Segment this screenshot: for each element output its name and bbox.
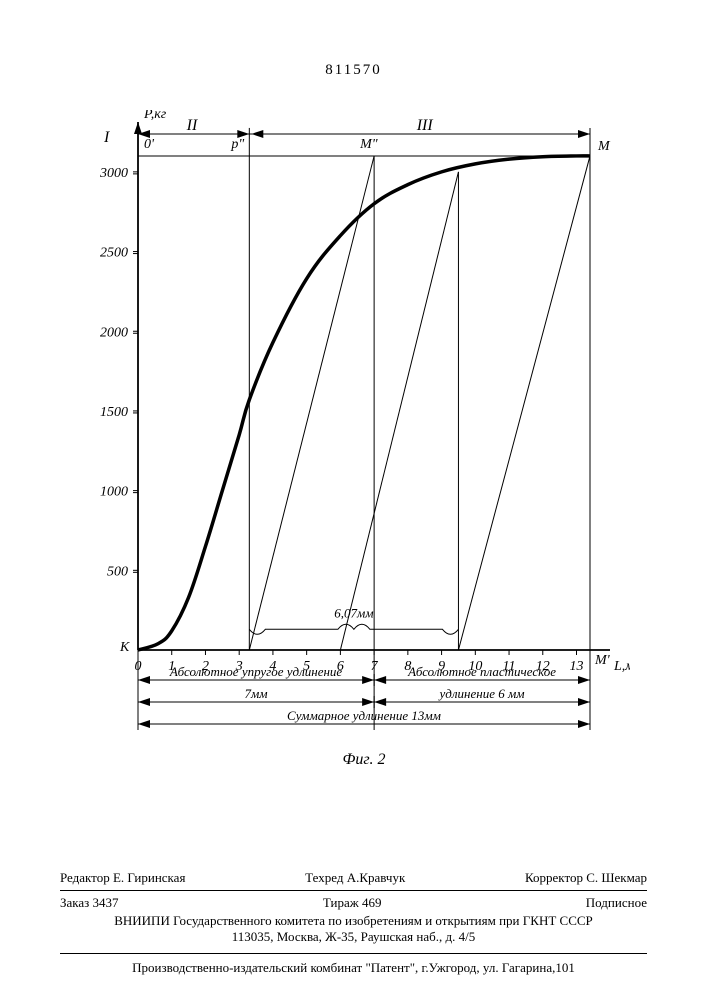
y-tick: 2500 [100, 246, 128, 261]
point-m-prime: M' [594, 653, 611, 668]
footer-printer: Производственно-издательский комбинат "П… [60, 960, 647, 976]
point-k: K [119, 640, 130, 655]
y-tick: 500 [107, 564, 128, 579]
dim-total: Суммарное удлинение 13мм [287, 708, 441, 723]
publication-footer: Редактор Е. Гиринская Техред А.Кравчук К… [60, 870, 647, 976]
divider [60, 949, 647, 954]
footer-org: ВНИИПИ Государственного комитета по изоб… [60, 913, 647, 929]
y-tick: 3000 [99, 166, 128, 181]
stress-strain-chart: P,кг500100015002000250030000123456789101… [70, 110, 630, 810]
footer-order-row: Заказ 3437 Тираж 469 Подписное [60, 895, 647, 911]
y-tick: 1000 [100, 485, 128, 500]
x-axis-label: L,мм [613, 659, 630, 674]
editor-name: Е. Гиринская [113, 870, 185, 885]
corrector-label: Корректор [525, 870, 583, 885]
dim-plastic-1: Абсолютное пластическое [407, 664, 556, 679]
page: 811570 P,кг50010001500200025003000012345… [0, 0, 707, 1000]
dim-elastic: Абсолютное упругое удлинение [169, 664, 343, 679]
footer-address: 113035, Москва, Ж-35, Раушская наб., д. … [60, 929, 647, 945]
dim-7mm: 7мм [245, 686, 268, 701]
brace [249, 624, 458, 634]
y-tick: 2000 [100, 325, 128, 340]
load-curve [138, 156, 590, 650]
tirazh: Тираж 469 [323, 895, 382, 911]
dim-plastic-2: удлинение 6 мм [438, 686, 525, 701]
y-axis-label: P,кг [143, 110, 167, 122]
point-p-dprime: p" [230, 137, 244, 152]
techred-label: Техред [305, 870, 343, 885]
footer-credits: Редактор Е. Гиринская Техред А.Кравчук К… [60, 870, 647, 891]
point-m-dprime: M" [359, 137, 378, 152]
techred-name: А.Кравчук [347, 870, 406, 885]
point-o-prime: 0' [144, 137, 155, 152]
y-tick: 1500 [100, 405, 128, 420]
region-label-ii: II [186, 117, 198, 134]
editor-label: Редактор [60, 870, 110, 885]
subscription: Подписное [586, 895, 647, 911]
brace-label: 6,07мм [334, 605, 373, 620]
order-number: Заказ 3437 [60, 895, 119, 911]
patent-number: 811570 [0, 62, 707, 79]
corrector-name: С. Шекмар [586, 870, 647, 885]
region-label-i: I [103, 129, 110, 146]
point-m: M [597, 139, 611, 154]
figure-caption: Фиг. 2 [343, 751, 386, 768]
x-tick: 13 [570, 659, 584, 674]
region-label-iii: III [416, 117, 434, 134]
